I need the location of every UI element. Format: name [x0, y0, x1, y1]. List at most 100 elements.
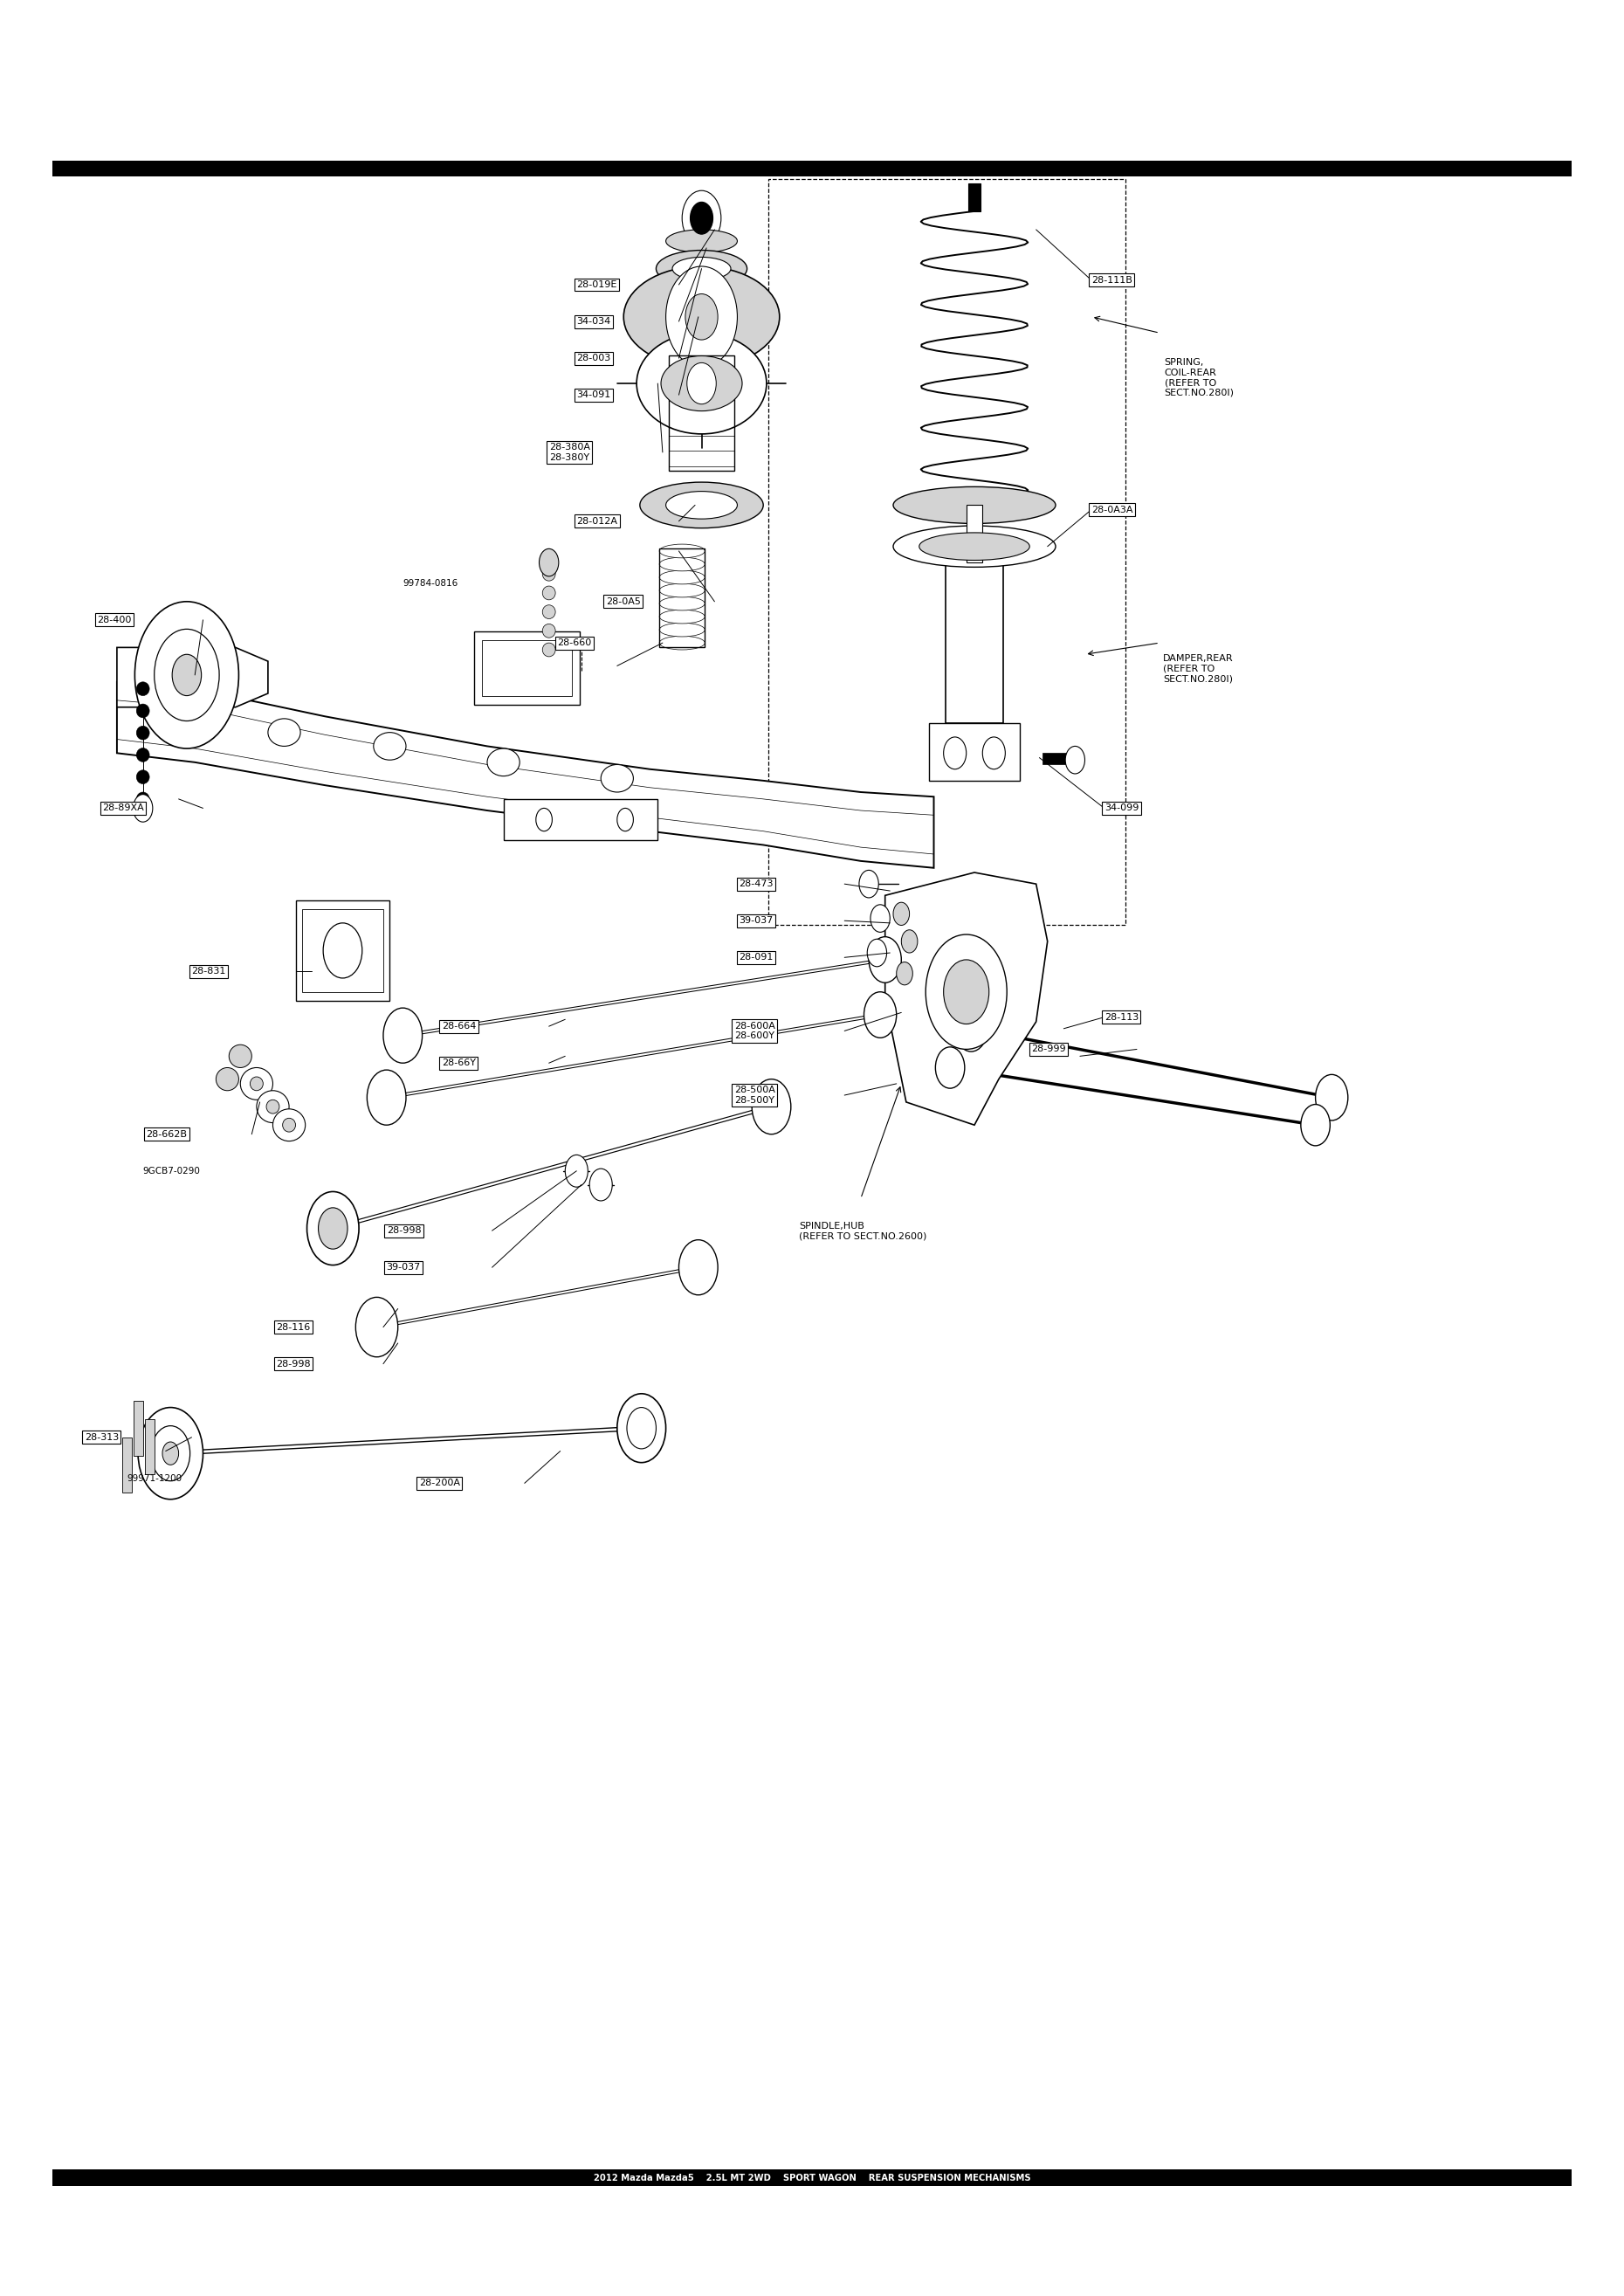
Ellipse shape — [656, 250, 747, 287]
Text: 28-0A5: 28-0A5 — [606, 597, 640, 606]
Ellipse shape — [136, 769, 149, 783]
Circle shape — [752, 1079, 791, 1134]
Circle shape — [901, 930, 918, 953]
Circle shape — [154, 629, 219, 721]
Ellipse shape — [659, 583, 705, 597]
Ellipse shape — [266, 1100, 279, 1114]
Ellipse shape — [283, 1118, 296, 1132]
Bar — [968, 184, 981, 211]
Text: 39-037: 39-037 — [387, 1263, 421, 1272]
Circle shape — [896, 962, 913, 985]
Circle shape — [944, 960, 989, 1024]
Ellipse shape — [601, 765, 633, 792]
Text: 28-66Y: 28-66Y — [442, 1058, 476, 1068]
Circle shape — [859, 870, 879, 898]
Ellipse shape — [136, 726, 149, 739]
Ellipse shape — [268, 719, 300, 746]
Circle shape — [307, 1192, 359, 1265]
Text: 28-200A: 28-200A — [419, 1479, 460, 1488]
Ellipse shape — [229, 1045, 252, 1068]
Text: 28-0A3A: 28-0A3A — [1091, 505, 1134, 514]
Circle shape — [679, 1240, 718, 1295]
Ellipse shape — [542, 643, 555, 657]
Circle shape — [356, 1297, 398, 1357]
Text: 39-037: 39-037 — [739, 916, 773, 925]
Ellipse shape — [661, 356, 742, 411]
Circle shape — [383, 1008, 422, 1063]
Circle shape — [162, 1442, 179, 1465]
Ellipse shape — [487, 748, 520, 776]
Text: 28-662B: 28-662B — [146, 1130, 187, 1139]
Text: 99784-0816: 99784-0816 — [403, 579, 458, 588]
Text: 28-473: 28-473 — [739, 879, 773, 889]
Ellipse shape — [659, 544, 705, 558]
Ellipse shape — [666, 491, 737, 519]
Ellipse shape — [542, 585, 555, 599]
Circle shape — [138, 1407, 203, 1499]
Bar — [503, 799, 658, 840]
Bar — [122, 1437, 132, 1492]
Bar — [482, 641, 572, 696]
Ellipse shape — [542, 625, 555, 638]
Text: 28-998: 28-998 — [276, 1359, 310, 1368]
Circle shape — [935, 1047, 965, 1088]
Circle shape — [955, 1006, 987, 1052]
Text: 34-034: 34-034 — [577, 317, 611, 326]
Ellipse shape — [637, 333, 767, 434]
Ellipse shape — [136, 748, 149, 762]
Text: 28-600A
28-600Y: 28-600A 28-600Y — [734, 1022, 775, 1040]
Ellipse shape — [273, 1109, 305, 1141]
Circle shape — [666, 266, 737, 367]
Circle shape — [367, 1070, 406, 1125]
Bar — [474, 631, 580, 705]
Circle shape — [617, 808, 633, 831]
Ellipse shape — [640, 482, 763, 528]
Circle shape — [926, 934, 1007, 1049]
Circle shape — [1065, 746, 1085, 774]
Circle shape — [539, 549, 559, 576]
Bar — [133, 1401, 143, 1456]
Text: 34-091: 34-091 — [577, 390, 611, 400]
Text: 28-380A
28-380Y: 28-380A 28-380Y — [549, 443, 590, 461]
Text: 34-099: 34-099 — [1104, 804, 1138, 813]
Bar — [302, 909, 383, 992]
Circle shape — [565, 1155, 588, 1187]
Bar — [669, 356, 734, 471]
Text: 2012 Mazda Mazda5    2.5L MT 2WD    SPORT WAGON    REAR SUSPENSION MECHANISMS: 2012 Mazda Mazda5 2.5L MT 2WD SPORT WAGO… — [593, 2174, 1031, 2181]
Circle shape — [135, 602, 239, 748]
Text: 28-400: 28-400 — [97, 615, 132, 625]
Circle shape — [1315, 1075, 1348, 1120]
Circle shape — [690, 202, 713, 234]
Bar — [768, 179, 1125, 925]
Ellipse shape — [542, 604, 555, 618]
Circle shape — [318, 1208, 348, 1249]
Circle shape — [869, 937, 901, 983]
Text: 28-500A
28-500Y: 28-500A 28-500Y — [734, 1086, 775, 1104]
Polygon shape — [117, 682, 934, 868]
Text: 28-831: 28-831 — [192, 967, 226, 976]
Ellipse shape — [216, 1068, 239, 1091]
Text: DAMPER,REAR
(REFER TO
SECT.NO.280I): DAMPER,REAR (REFER TO SECT.NO.280I) — [1163, 654, 1233, 684]
Ellipse shape — [136, 705, 149, 719]
Bar — [659, 549, 705, 647]
Circle shape — [627, 1407, 656, 1449]
Ellipse shape — [659, 569, 705, 583]
Ellipse shape — [257, 1091, 289, 1123]
Circle shape — [870, 905, 890, 932]
Ellipse shape — [659, 636, 705, 650]
Polygon shape — [885, 872, 1047, 1125]
Bar — [945, 563, 1004, 723]
Text: SPINDLE,HUB
(REFER TO SECT.NO.2600): SPINDLE,HUB (REFER TO SECT.NO.2600) — [799, 1221, 927, 1240]
Text: 28-89XA: 28-89XA — [102, 804, 145, 813]
Text: 28-313: 28-313 — [84, 1433, 119, 1442]
Ellipse shape — [659, 558, 705, 572]
Circle shape — [687, 363, 716, 404]
Circle shape — [590, 1169, 612, 1201]
Text: 28-664: 28-664 — [442, 1022, 476, 1031]
Circle shape — [172, 654, 201, 696]
Ellipse shape — [136, 682, 149, 696]
Text: 28-003: 28-003 — [577, 354, 611, 363]
Ellipse shape — [893, 487, 1056, 523]
Ellipse shape — [250, 1077, 263, 1091]
Bar — [296, 900, 390, 1001]
